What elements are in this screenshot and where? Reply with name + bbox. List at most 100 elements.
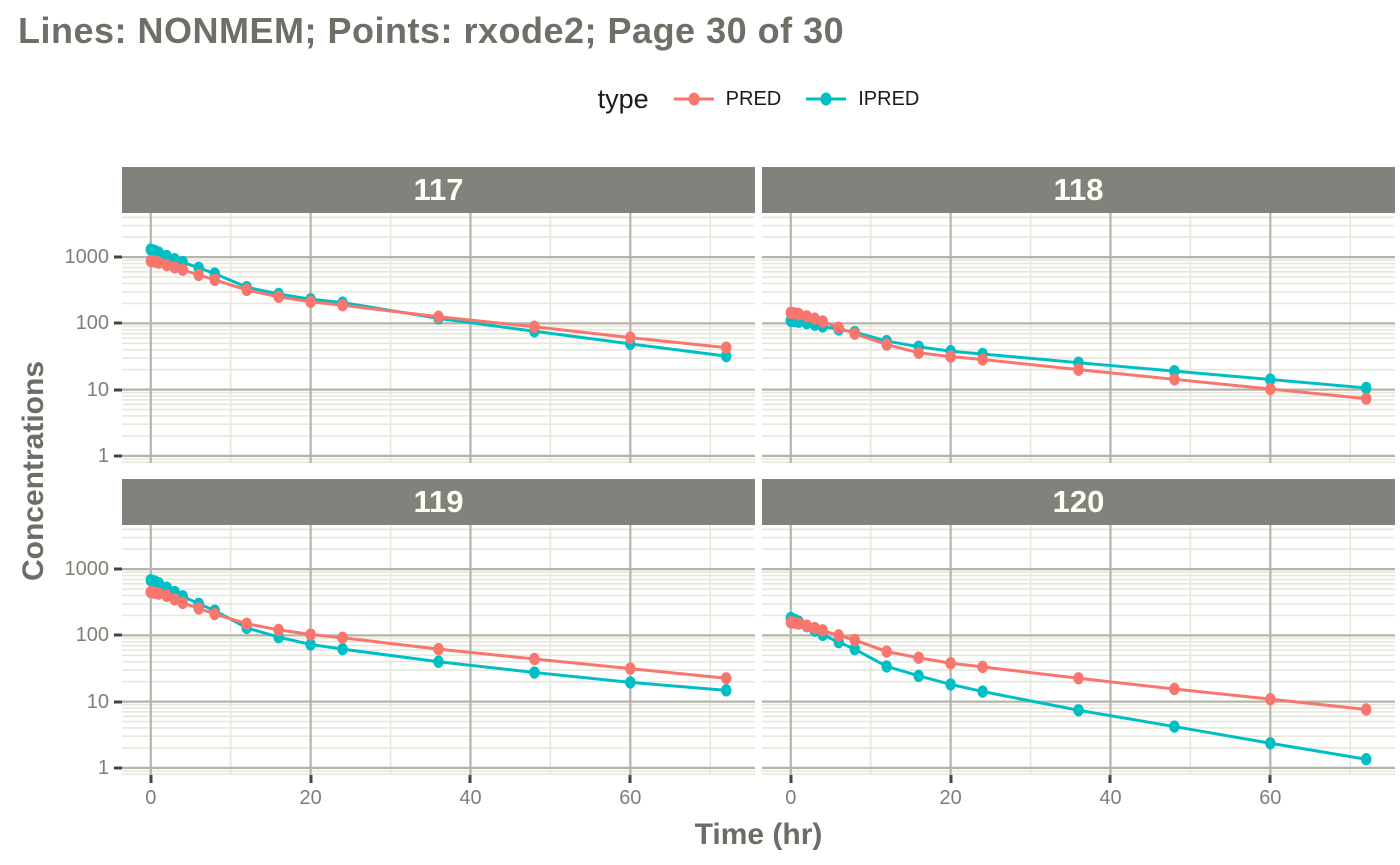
- y-tick-mark: [114, 454, 122, 458]
- data-point-pred: [193, 268, 204, 282]
- data-point-pred: [881, 338, 892, 351]
- x-tick-label: 20: [299, 787, 322, 809]
- data-point-pred: [1169, 682, 1180, 696]
- y-tick-label: 1000: [64, 246, 110, 269]
- legend-label-ipred: IPRED: [858, 87, 920, 110]
- legend-item-pred: PRED: [671, 87, 782, 111]
- panel-canvas: [762, 213, 1395, 463]
- data-point-pred: [209, 273, 220, 286]
- data-point-pred: [161, 258, 172, 272]
- data-point-pred: [273, 290, 284, 303]
- data-point-ipred: [721, 349, 732, 363]
- data-point-pred: [1265, 382, 1276, 396]
- data-point-pred: [833, 629, 844, 642]
- gridlines-major: [122, 213, 755, 463]
- data-point-pred: [881, 645, 892, 658]
- data-point-pred: [625, 331, 636, 344]
- data-point-pred: [1361, 392, 1372, 405]
- x-tick-mark: [309, 775, 313, 783]
- facet-117: 117 1000 100 10 1: [65, 167, 755, 466]
- plot-title: Lines: NONMEM; Points: rxode2; Page 30 o…: [18, 10, 845, 51]
- gridlines-major: [122, 525, 755, 775]
- y-tick-label: 1000: [64, 558, 110, 581]
- facet-strip-119: 119: [122, 479, 755, 525]
- data-point-pred: [177, 263, 188, 276]
- data-point-pred: [169, 593, 180, 606]
- facet-panel-119: 1000 100 10 1 0 20 40 60: [65, 525, 755, 808]
- data-point-pred: [793, 307, 804, 321]
- data-point-pred: [833, 321, 844, 334]
- data-point-pred: [337, 631, 348, 644]
- y-tick-mark: [114, 255, 122, 259]
- data-point-ipred: [913, 669, 924, 683]
- y-tick-label: 10: [86, 378, 109, 401]
- data-point-pred: [305, 628, 316, 641]
- facet-strip-117: 117: [122, 167, 755, 213]
- panel-canvas: [122, 213, 755, 463]
- data-point-pred: [1265, 692, 1276, 706]
- y-tick-label: 1: [97, 444, 109, 467]
- data-point-pred: [433, 310, 444, 323]
- data-point-ipred: [529, 666, 540, 679]
- data-point-ipred: [1265, 373, 1276, 386]
- data-point-ipred: [945, 678, 956, 691]
- data-point-pred: [161, 589, 172, 603]
- x-tick-label: 0: [785, 787, 797, 809]
- x-axis-title: Time (hr): [694, 818, 823, 851]
- facet-panel-120: 0 20 40 60: [762, 525, 1395, 808]
- data-point-ipred: [1361, 753, 1372, 766]
- data-point-pred: [913, 651, 924, 664]
- legend-label-pred: PRED: [725, 87, 782, 110]
- x-tick-mark: [1268, 775, 1272, 783]
- y-tick-mark: [114, 766, 122, 770]
- data-point-pred: [721, 341, 732, 354]
- x-tick-mark: [628, 775, 632, 783]
- data-point-pred: [241, 283, 252, 297]
- y-tick-mark: [114, 633, 122, 637]
- data-point-pred: [913, 346, 924, 359]
- data-point-pred: [529, 320, 540, 333]
- y-axis-title: Concentrations: [17, 360, 50, 582]
- data-point-ipred: [977, 685, 988, 698]
- data-point-pred: [153, 256, 164, 269]
- data-point-pred: [273, 623, 284, 637]
- data-point-pred: [177, 596, 188, 610]
- x-tick-label: 0: [145, 787, 157, 809]
- x-tick-label: 60: [619, 787, 642, 809]
- gridlines-minor: [122, 213, 755, 463]
- facet-120: 120 0 20 40 60: [762, 479, 1395, 808]
- y-tick-mark: [114, 567, 122, 571]
- data-point-ipred: [721, 684, 732, 697]
- data-point-pred: [305, 295, 316, 308]
- data-point-pred: [1361, 703, 1372, 716]
- data-point-pred: [817, 624, 828, 637]
- facet-panel-118: [762, 213, 1395, 463]
- data-point-pred: [1169, 373, 1180, 386]
- data-point-ipred: [1169, 720, 1180, 733]
- data-point-ipred: [337, 642, 348, 656]
- facet-grid: 117 1000 100 10 1 118 119 1000 100 10 1 0 20 40 60…: [65, 167, 1395, 808]
- data-point-pred: [849, 633, 860, 647]
- data-point-ipred: [881, 660, 892, 673]
- data-point-pred: [849, 327, 860, 340]
- data-point-pred: [793, 617, 804, 630]
- y-tick-label: 100: [75, 312, 109, 335]
- data-point-ipred: [305, 638, 316, 651]
- data-point-pred: [1073, 363, 1084, 376]
- y-tick-mark: [114, 388, 122, 392]
- gridlines-minor: [762, 213, 1395, 463]
- data-point-pred: [817, 315, 828, 328]
- facet-119: 119 1000 100 10 1 0 20 40 60: [65, 479, 755, 808]
- data-point-ipred: [625, 676, 636, 689]
- panel-canvas: [762, 525, 1395, 775]
- data-point-ipred: [1265, 737, 1276, 750]
- data-point-pred: [529, 652, 540, 666]
- data-point-pred: [977, 353, 988, 366]
- gridlines-minor: [122, 525, 755, 775]
- x-tick-mark: [149, 775, 153, 783]
- data-point-pred: [977, 660, 988, 674]
- ipred-key-icon: [806, 92, 847, 106]
- series-pred: [145, 585, 732, 685]
- y-tick-mark: [114, 700, 122, 704]
